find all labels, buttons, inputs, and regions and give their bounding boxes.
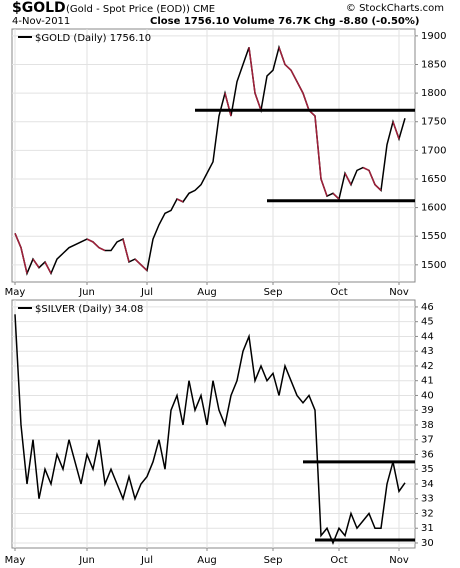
y-tick-label: 41 xyxy=(421,376,434,387)
legend-label: $GOLD (Daily) 1756.10 xyxy=(35,33,151,44)
down-segment xyxy=(278,47,286,65)
y-tick-label: 42 xyxy=(421,361,434,372)
source: © StockCharts.com xyxy=(346,3,444,14)
y-tick-label: 1900 xyxy=(421,31,446,42)
y-tick-label: 40 xyxy=(421,390,434,401)
y-tick-label: 1600 xyxy=(421,203,446,214)
y-tick-label: 1650 xyxy=(421,174,446,185)
y-tick-label: 1700 xyxy=(421,145,446,156)
down-segment xyxy=(14,233,22,248)
x-tick-label: Jun xyxy=(78,287,95,298)
x-tick-label: Aug xyxy=(197,555,217,566)
price-line xyxy=(14,44,406,276)
y-tick-label: 1750 xyxy=(421,117,446,128)
down-segment xyxy=(134,258,142,266)
y-tick-label: 33 xyxy=(421,494,434,505)
down-segment xyxy=(332,192,340,200)
down-segment xyxy=(344,172,352,186)
date: 4-Nov-2011 xyxy=(12,16,70,27)
y-tick-label: 46 xyxy=(421,302,434,313)
plot-frame xyxy=(11,28,416,283)
y-tick-label: 34 xyxy=(421,479,434,490)
y-tick-label: 38 xyxy=(421,420,434,431)
y-tick-label: 35 xyxy=(421,464,434,475)
y-tick-label: 43 xyxy=(421,346,434,357)
x-tick-label: Oct xyxy=(330,287,347,298)
down-segment xyxy=(224,92,232,117)
description: (Gold - Spot Price (EOD)) CME xyxy=(66,4,215,15)
x-tick-label: Jun xyxy=(78,555,95,566)
down-segment xyxy=(122,238,130,263)
y-tick-label: 1550 xyxy=(421,231,446,242)
price-line xyxy=(14,314,406,545)
x-tick-label: Sep xyxy=(264,555,283,566)
down-segment xyxy=(374,184,382,191)
down-segment xyxy=(254,92,262,111)
x-tick-label: Nov xyxy=(389,287,409,298)
x-tick-label: Aug xyxy=(197,287,217,298)
x-tick-label: May xyxy=(5,555,26,566)
down-segment xyxy=(392,121,400,140)
y-tick-label: 45 xyxy=(421,317,434,328)
x-tick-label: Oct xyxy=(330,555,347,566)
down-segment xyxy=(44,261,52,274)
y-tick-label: 1800 xyxy=(421,88,446,99)
down-segment xyxy=(296,81,304,94)
x-tick-label: May xyxy=(5,287,26,298)
y-tick-label: 37 xyxy=(421,435,434,446)
y-tick-label: 31 xyxy=(421,523,434,534)
plot-frame xyxy=(11,299,416,549)
x-tick-label: Sep xyxy=(264,287,283,298)
down-segment xyxy=(320,178,328,197)
y-tick-label: 1500 xyxy=(421,260,446,271)
x-tick-label: Jul xyxy=(140,555,153,566)
down-segment xyxy=(248,47,256,94)
down-segment xyxy=(362,166,370,172)
down-segment xyxy=(20,247,28,274)
down-segment xyxy=(302,92,310,111)
y-tick-label: 30 xyxy=(421,538,434,549)
down-segment xyxy=(86,238,94,243)
x-tick-label: Nov xyxy=(389,555,409,566)
y-tick-label: 36 xyxy=(421,449,434,460)
y-tick-label: 1850 xyxy=(421,59,446,70)
y-tick-label: 44 xyxy=(421,331,434,342)
symbol: $GOLD xyxy=(12,0,66,16)
x-tick-label: Jul xyxy=(140,287,153,298)
down-segment xyxy=(140,264,148,272)
y-tick-label: 39 xyxy=(421,405,434,416)
down-segment xyxy=(32,258,40,269)
y-tick-label: 32 xyxy=(421,508,434,519)
down-segment xyxy=(368,170,376,185)
down-segment xyxy=(284,63,292,71)
quote: Close 1756.10 Volume 76.7K Chg -8.80 (-0… xyxy=(150,16,419,27)
down-segment xyxy=(98,246,106,252)
down-segment xyxy=(290,69,298,83)
down-segment xyxy=(314,115,322,180)
down-segment xyxy=(92,241,100,249)
legend-label: $SILVER (Daily) 34.08 xyxy=(35,304,143,315)
down-segment xyxy=(176,198,184,203)
